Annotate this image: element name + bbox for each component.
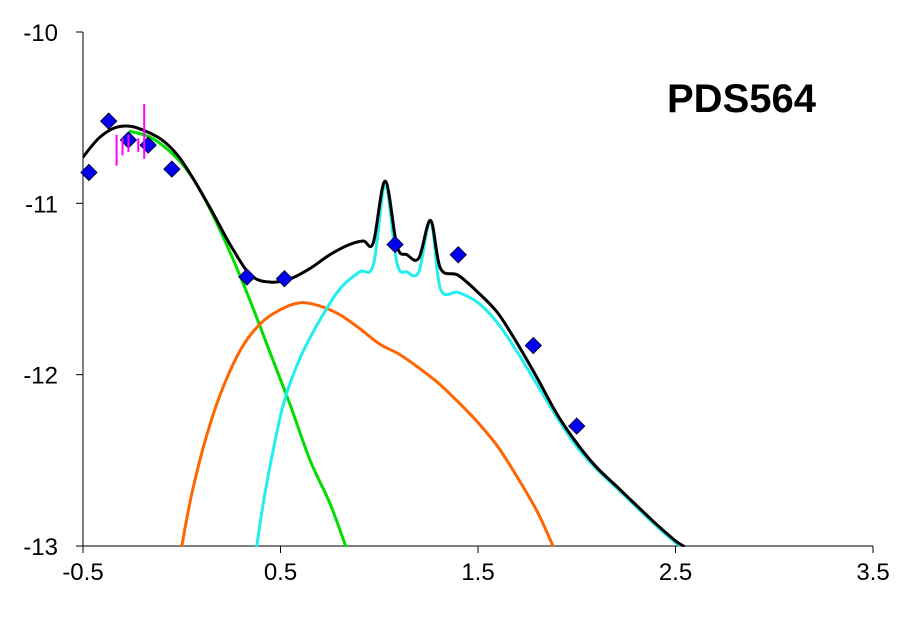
y-tick-label: -13: [23, 534, 58, 561]
x-tick-label: 3.5: [856, 559, 889, 586]
black-curve: [83, 124, 685, 547]
data-point: [524, 336, 543, 355]
x-tick-label: -0.5: [62, 559, 103, 586]
data-point: [386, 235, 404, 254]
data-point: [238, 268, 256, 286]
tick-labels: -0.5 0.5 1.5 2.5 3.5 -10 -11 -12 -13: [23, 20, 889, 586]
data-point: [275, 270, 294, 288]
data-point: [99, 112, 118, 130]
green-curve: [128, 129, 348, 547]
chart-title: PDS564: [667, 77, 817, 121]
x-tick-label: 1.5: [461, 559, 494, 586]
x-tick-label: 2.5: [659, 559, 692, 586]
data-point: [80, 163, 98, 182]
y-tick-label: -10: [23, 20, 58, 47]
series-layer: [80, 103, 685, 547]
data-point: [163, 160, 181, 178]
data-point: [568, 417, 586, 435]
axis-ticks: [76, 31, 874, 553]
x-tick-label: 0.5: [264, 559, 297, 586]
data-point: [449, 246, 467, 264]
y-tick-label: -12: [23, 363, 58, 390]
orange-curve: [180, 301, 555, 547]
y-tick-label: -11: [25, 191, 58, 218]
cyan-curve: [255, 184, 683, 547]
plot-area: -0.5 0.5 1.5 2.5 3.5 -10 -11 -12 -13: [23, 20, 889, 586]
